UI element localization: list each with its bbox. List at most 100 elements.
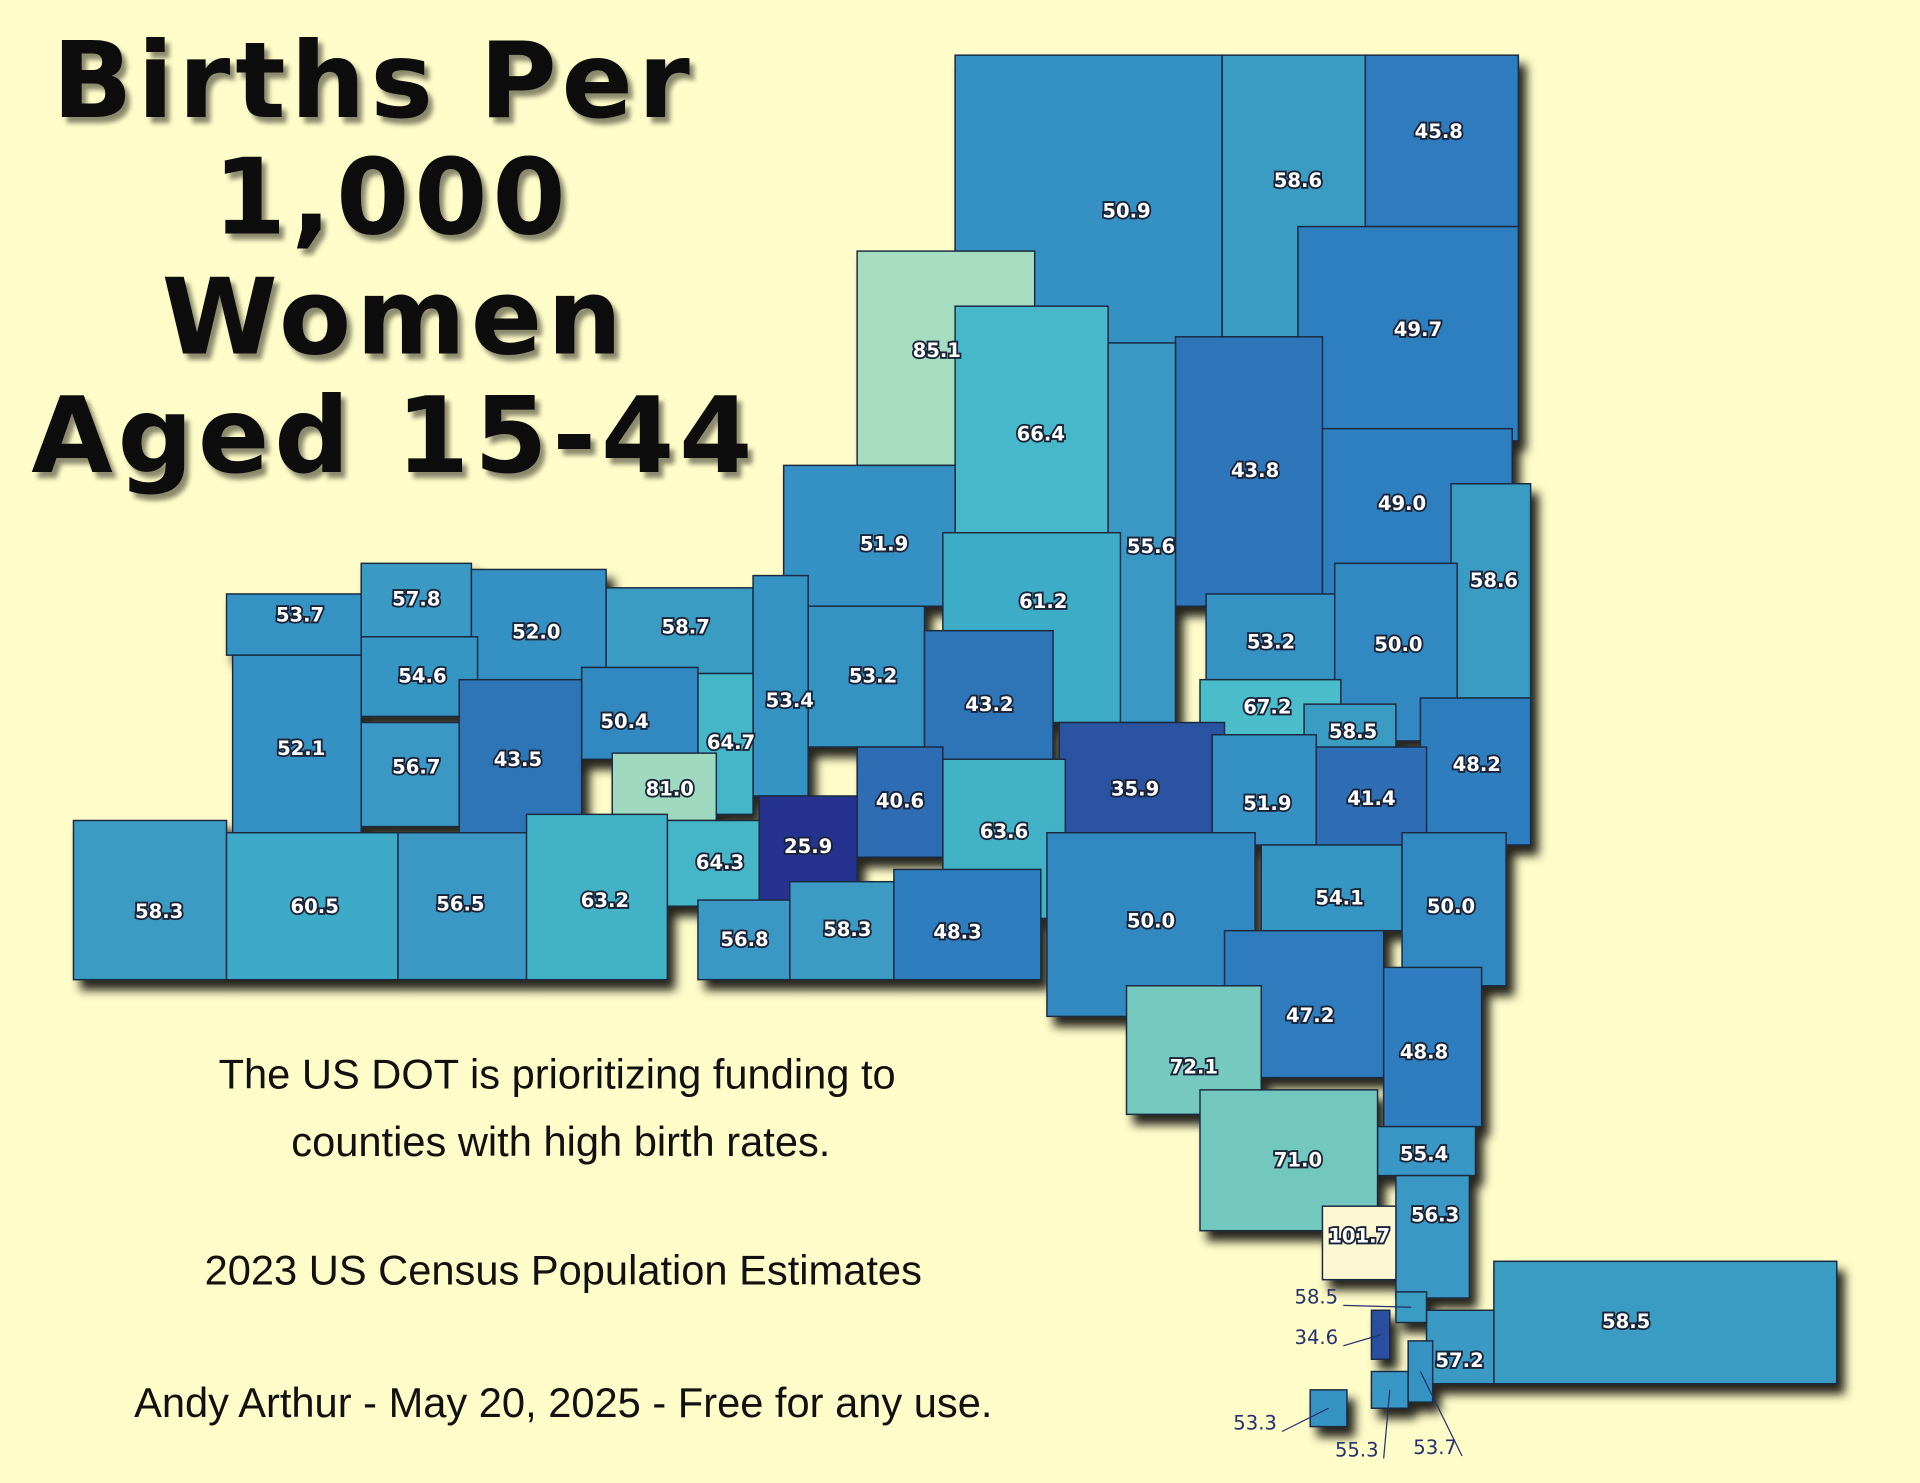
title: Births Per 1,000 Women Aged 15-44 (31, 19, 757, 497)
value-label: 35.9 (1111, 777, 1159, 800)
value-label: 25.9 (784, 835, 832, 858)
value-label: 43.2 (965, 693, 1013, 716)
value-label: 58.6 (1274, 169, 1322, 192)
value-label: 43.8 (1231, 459, 1279, 482)
county (580, 666, 699, 760)
value-label: 66.4 (1017, 422, 1065, 445)
county (1174, 336, 1324, 607)
value-label: 85.1 (913, 339, 961, 362)
value-label: 58.5 (1329, 720, 1377, 743)
value-label: 64.3 (696, 851, 744, 874)
value-label: 56.5 (436, 892, 484, 915)
title-line: Births Per (52, 19, 694, 142)
value-label: 67.2 (1243, 695, 1291, 718)
note: Andy Arthur - May 20, 2025 - Free for an… (134, 1379, 992, 1426)
labels: 45.8 58.6 50.9 49.7 85.1 66.4 43.8 49.0 55.6 58.6… (133, 118, 1652, 1462)
value-label: 61.2 (1019, 590, 1067, 613)
value-label: 53.7 (276, 603, 324, 626)
value-label: 64.7 (707, 731, 755, 754)
county (1321, 1205, 1397, 1281)
value-label: 51.9 (1243, 792, 1291, 815)
value-label: 50.0 (1427, 895, 1475, 918)
value-label: 81.0 (646, 777, 694, 800)
county (954, 305, 1109, 534)
value-label: 56.3 (1411, 1203, 1459, 1226)
value-label: 55.6 (1127, 535, 1175, 558)
county (1297, 225, 1520, 442)
county (605, 587, 754, 675)
county (1419, 697, 1532, 846)
value-label: 52.0 (512, 621, 560, 644)
value-label: 56.8 (720, 928, 768, 951)
value-label: 57.8 (392, 588, 440, 611)
value-label: 63.6 (980, 820, 1028, 843)
value-label: 52.1 (277, 737, 325, 760)
leader-line (1343, 1334, 1381, 1347)
value-label: 63.2 (581, 889, 629, 912)
value-label: 50.0 (1374, 633, 1422, 656)
value-label: 48.2 (1453, 753, 1501, 776)
county (225, 593, 362, 656)
note: 2023 US Census Population Estimates (205, 1247, 922, 1294)
county (1425, 1309, 1495, 1385)
note: counties with high birth rates. (291, 1118, 830, 1165)
note: The US DOT is prioritizing funding to (219, 1051, 896, 1098)
value-label: 55.4 (1400, 1142, 1448, 1165)
county (458, 678, 583, 840)
value-label: 58.3 (823, 918, 871, 941)
value-label: 43.5 (494, 748, 542, 771)
county (611, 752, 718, 822)
county (697, 899, 791, 981)
county (789, 880, 895, 981)
leader-line (1419, 1371, 1463, 1457)
county (1395, 1174, 1471, 1299)
county (752, 574, 809, 797)
county (923, 629, 1054, 760)
value-label: 60.5 (291, 895, 339, 918)
county (1493, 1260, 1838, 1385)
value-label: 34.6 (1295, 1326, 1339, 1349)
title-line: Women (162, 255, 627, 378)
value-label: 56.7 (392, 755, 440, 778)
value-label: 101.7 (1328, 1224, 1390, 1247)
leader-line (1281, 1407, 1329, 1433)
value-label: 53.3 (1233, 1412, 1277, 1435)
county (1382, 966, 1483, 1128)
value-label: 55.3 (1335, 1439, 1379, 1462)
value-label: 58.3 (135, 900, 183, 923)
value-label: 54.6 (398, 665, 446, 688)
value-label: 45.8 (1415, 120, 1463, 143)
value-label: 48.3 (933, 921, 981, 944)
value-label: 58.5 (1295, 1286, 1339, 1309)
value-label: 57.2 (1435, 1349, 1483, 1372)
county (231, 654, 362, 846)
value-label: 54.1 (1315, 886, 1363, 909)
value-label: 50.4 (600, 710, 648, 733)
county (525, 813, 669, 981)
value-label: 50.9 (1102, 199, 1150, 222)
value-label: 53.4 (766, 689, 814, 712)
value-label: 48.8 (1400, 1041, 1448, 1064)
counties (72, 54, 1838, 1428)
value-label: 58.5 (1602, 1310, 1650, 1333)
county (1260, 844, 1403, 932)
county (1364, 54, 1520, 228)
county (397, 831, 528, 981)
county (807, 605, 926, 748)
value-label: 47.2 (1286, 1004, 1334, 1027)
leader-line (1383, 1389, 1391, 1459)
value-label: 53.2 (849, 665, 897, 688)
value-label: 41.4 (1347, 787, 1395, 810)
value-label: 49.0 (1378, 492, 1426, 515)
county (1211, 734, 1318, 846)
value-label: 72.1 (1170, 1055, 1218, 1078)
title-line: 1,000 (213, 135, 571, 258)
value-label: 58.6 (1470, 569, 1518, 592)
county (893, 868, 1042, 981)
county (666, 819, 760, 907)
county (360, 562, 473, 638)
value-label: 53.7 (1413, 1436, 1457, 1459)
title-line: Aged 15-44 (31, 374, 757, 497)
